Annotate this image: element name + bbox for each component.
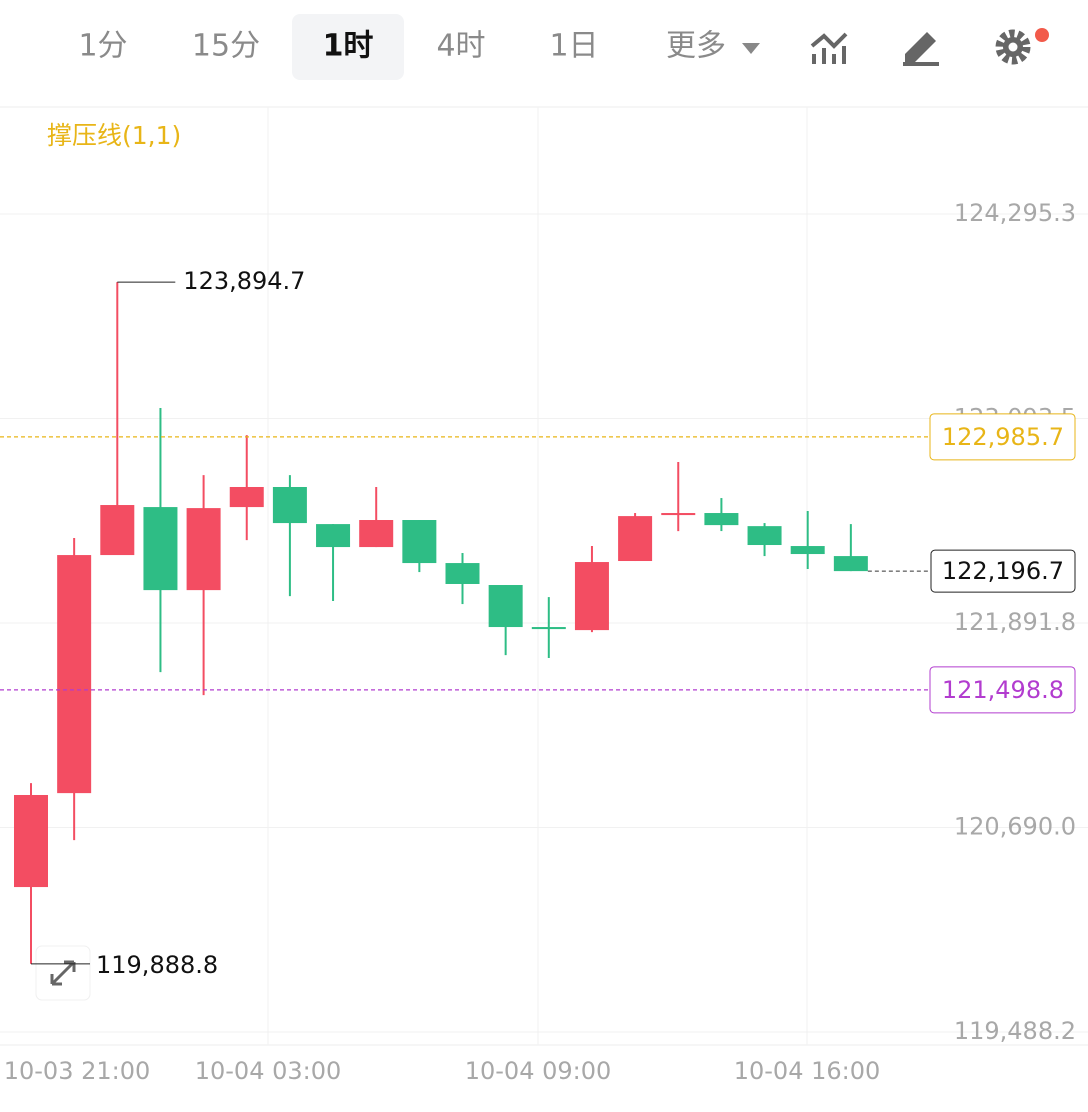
- plot: 119,488.2120,690.0121,891.8123,093.5124,…: [0, 107, 1088, 1085]
- active-tab-bg: [292, 14, 404, 80]
- candle-body: [186, 508, 221, 591]
- candle-body: [618, 516, 653, 562]
- expand-button[interactable]: [35, 945, 91, 1001]
- candle-body: [57, 555, 92, 794]
- price-label-box: [929, 666, 1076, 714]
- price-label: 121,498.8: [942, 676, 1064, 704]
- draw-icon[interactable]: [903, 32, 939, 66]
- candle-body: [488, 585, 523, 628]
- dropdown-arrow[interactable]: [742, 43, 760, 54]
- x-tick-label: 10-03 21:00: [4, 1057, 151, 1085]
- y-tick-label: 119,488.2: [954, 1017, 1076, 1045]
- notification-dot: [1035, 28, 1049, 42]
- y-tick-label: 121,891.8: [954, 608, 1076, 636]
- interval-tab[interactable]: 1时: [323, 29, 374, 64]
- candle-body: [402, 520, 437, 564]
- candle-body: [316, 524, 351, 548]
- candle-body: [833, 556, 868, 572]
- interval-tab[interactable]: 4时: [436, 29, 485, 64]
- indicator-icon[interactable]: [810, 32, 848, 64]
- toolbar: 1分 15分 1时 4时 1日 更多: [78, 14, 1049, 80]
- low-label: 119,888.8: [96, 951, 218, 979]
- price-label-box: [929, 413, 1076, 461]
- more-tab[interactable]: 更多: [666, 29, 726, 64]
- last-price-label: 122,196.7: [942, 557, 1064, 585]
- x-tick-label: 10-04 09:00: [465, 1057, 612, 1085]
- x-tick-label: 10-04 16:00: [734, 1057, 881, 1085]
- candle-body: [359, 520, 394, 548]
- candle-body: [14, 794, 48, 888]
- y-tick-label: 124,295.3: [954, 199, 1076, 227]
- candle-body: [445, 563, 480, 584]
- high-label: 123,894.7: [183, 267, 305, 295]
- interval-tab[interactable]: 15分: [192, 29, 260, 64]
- interval-tab[interactable]: 1日: [549, 29, 598, 64]
- price-label: 122,985.7: [942, 423, 1064, 451]
- candle-body: [747, 526, 782, 546]
- candle-body: [704, 513, 739, 526]
- x-tick-label: 10-04 03:00: [195, 1057, 342, 1085]
- candle-body: [574, 562, 609, 631]
- interval-tab[interactable]: 1分: [78, 29, 127, 64]
- candle-body: [790, 546, 825, 555]
- candle-body: [272, 486, 307, 524]
- y-tick-label: 120,690.0: [954, 812, 1076, 840]
- settings-icon[interactable]: [995, 28, 1049, 65]
- candle-body: [143, 507, 178, 591]
- last-price-box: [930, 549, 1076, 593]
- indicator-label: 撑压线(1,1): [47, 121, 181, 150]
- candle-body: [229, 486, 264, 508]
- candle-body: [100, 505, 135, 556]
- candle-body: [531, 627, 566, 630]
- candle-body: [661, 513, 696, 516]
